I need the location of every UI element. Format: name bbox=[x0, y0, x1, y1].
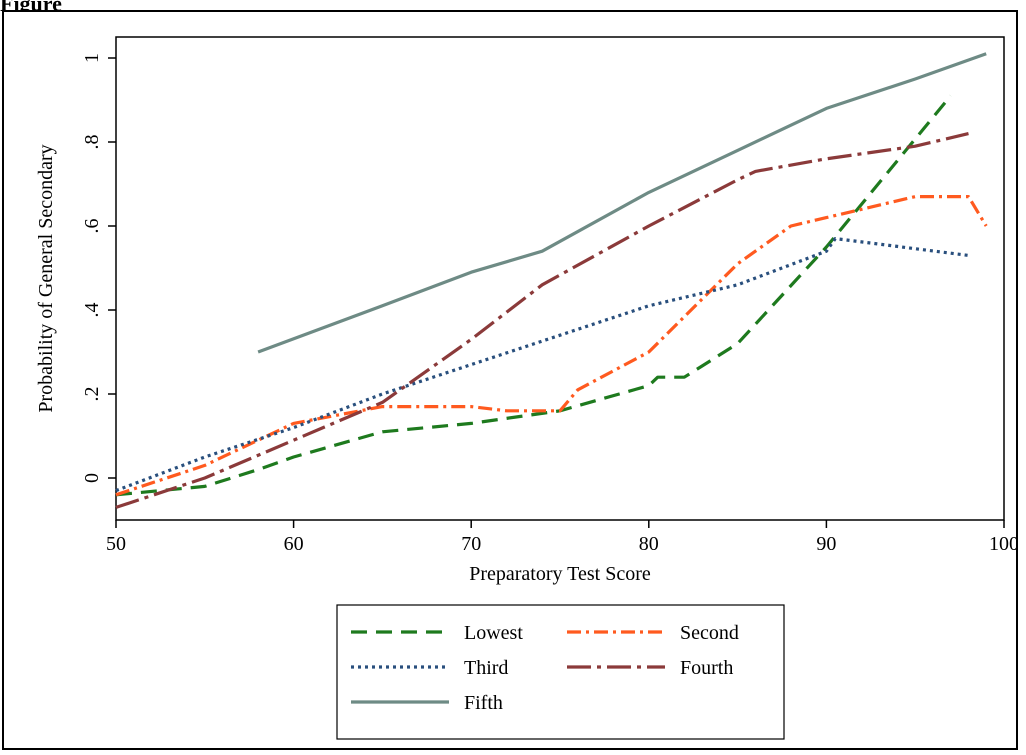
legend-label-fourth: Fourth bbox=[680, 657, 733, 679]
y-tick-label: 1 bbox=[81, 53, 103, 63]
series-line-third bbox=[115, 237, 969, 493]
x-tick-label: 50 bbox=[106, 533, 126, 555]
x-tick-label: 90 bbox=[816, 533, 836, 555]
legend-label-second: Second bbox=[680, 622, 739, 644]
series-line-fourth bbox=[115, 132, 969, 509]
line-chart: 50 60 70 80 90 100 0 .2 .4 .6 .8 1 Preparatory Test… bbox=[35, 36, 1016, 740]
x-axis-title: Preparatory Test Score bbox=[469, 563, 651, 585]
legend: Lowest Second Third Fourth Fifth bbox=[336, 604, 785, 740]
x-tick-label: 70 bbox=[461, 533, 481, 555]
y-axis-title: Probability of General Secondary bbox=[35, 144, 57, 412]
x-tick-label: 60 bbox=[284, 533, 304, 555]
y-tick-label: 0 bbox=[81, 473, 103, 483]
series-line-lowest bbox=[115, 94, 952, 497]
legend-label-lowest: Lowest bbox=[464, 622, 523, 644]
plot-area: 50 60 70 80 90 100 0 .2 .4 .6 .8 1 bbox=[81, 36, 1016, 555]
y-tick-label: .6 bbox=[81, 219, 103, 234]
figure-frame: 50 60 70 80 90 100 0 .2 .4 .6 .8 1 Preparatory Test… bbox=[2, 10, 1018, 750]
legend-box bbox=[336, 604, 785, 740]
y-tick-label: .8 bbox=[81, 135, 103, 150]
x-tick-label: 100 bbox=[989, 533, 1016, 555]
y-tick-label: .4 bbox=[81, 303, 103, 318]
legend-label-fifth: Fifth bbox=[464, 692, 503, 714]
series-line-fifth bbox=[257, 52, 987, 354]
y-tick-label: .2 bbox=[81, 387, 103, 402]
legend-label-third: Third bbox=[464, 657, 508, 679]
series-lines bbox=[115, 52, 988, 509]
x-tick-label: 80 bbox=[639, 533, 659, 555]
plot-border bbox=[115, 36, 1005, 521]
axes: 50 60 70 80 90 100 0 .2 .4 .6 .8 1 bbox=[81, 53, 1016, 555]
